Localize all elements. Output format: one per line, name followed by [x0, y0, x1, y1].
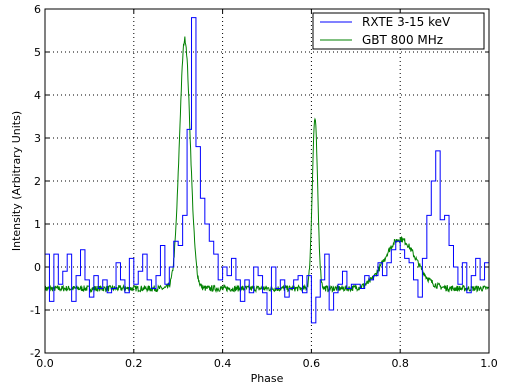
y-tick-label: 0 [34, 261, 41, 274]
x-tick-label: 0.0 [36, 357, 54, 370]
y-tick-label: -2 [30, 347, 41, 360]
y-tick-label: -1 [30, 304, 41, 317]
grid-lines [45, 9, 489, 353]
series-layer [45, 17, 489, 324]
legend-label-gbt: GBT 800 MHz [362, 33, 443, 47]
x-axis-label: Phase [251, 372, 284, 383]
y-tick-label: 6 [34, 3, 41, 16]
legend-label-rxte: RXTE 3-15 keV [362, 15, 451, 29]
y-tick-label: 1 [34, 218, 41, 231]
x-tick-label: 0.6 [303, 357, 321, 370]
y-axis-label: Intensity (Arbitrary Units) [10, 111, 23, 251]
x-tick-label: 0.2 [125, 357, 143, 370]
series-rxte-3-15kev-step [45, 17, 489, 324]
legend: RXTE 3-15 keV GBT 800 MHz [312, 12, 485, 50]
axis-ticks: 0.0 0.2 0.4 0.6 0.8 1.0 -2 -1 0 1 2 3 4 5 6 [30, 3, 498, 370]
series-gbt-800mhz-line [45, 36, 489, 294]
y-tick-label: 2 [34, 175, 41, 188]
legend-box [312, 12, 485, 50]
x-tick-label: 0.8 [391, 357, 409, 370]
x-tick-label: 0.4 [214, 357, 232, 370]
y-tick-label: 5 [34, 46, 41, 59]
y-tick-label: 3 [34, 132, 41, 145]
x-tick-label: 1.0 [480, 357, 498, 370]
y-tick-label: 4 [34, 89, 41, 102]
